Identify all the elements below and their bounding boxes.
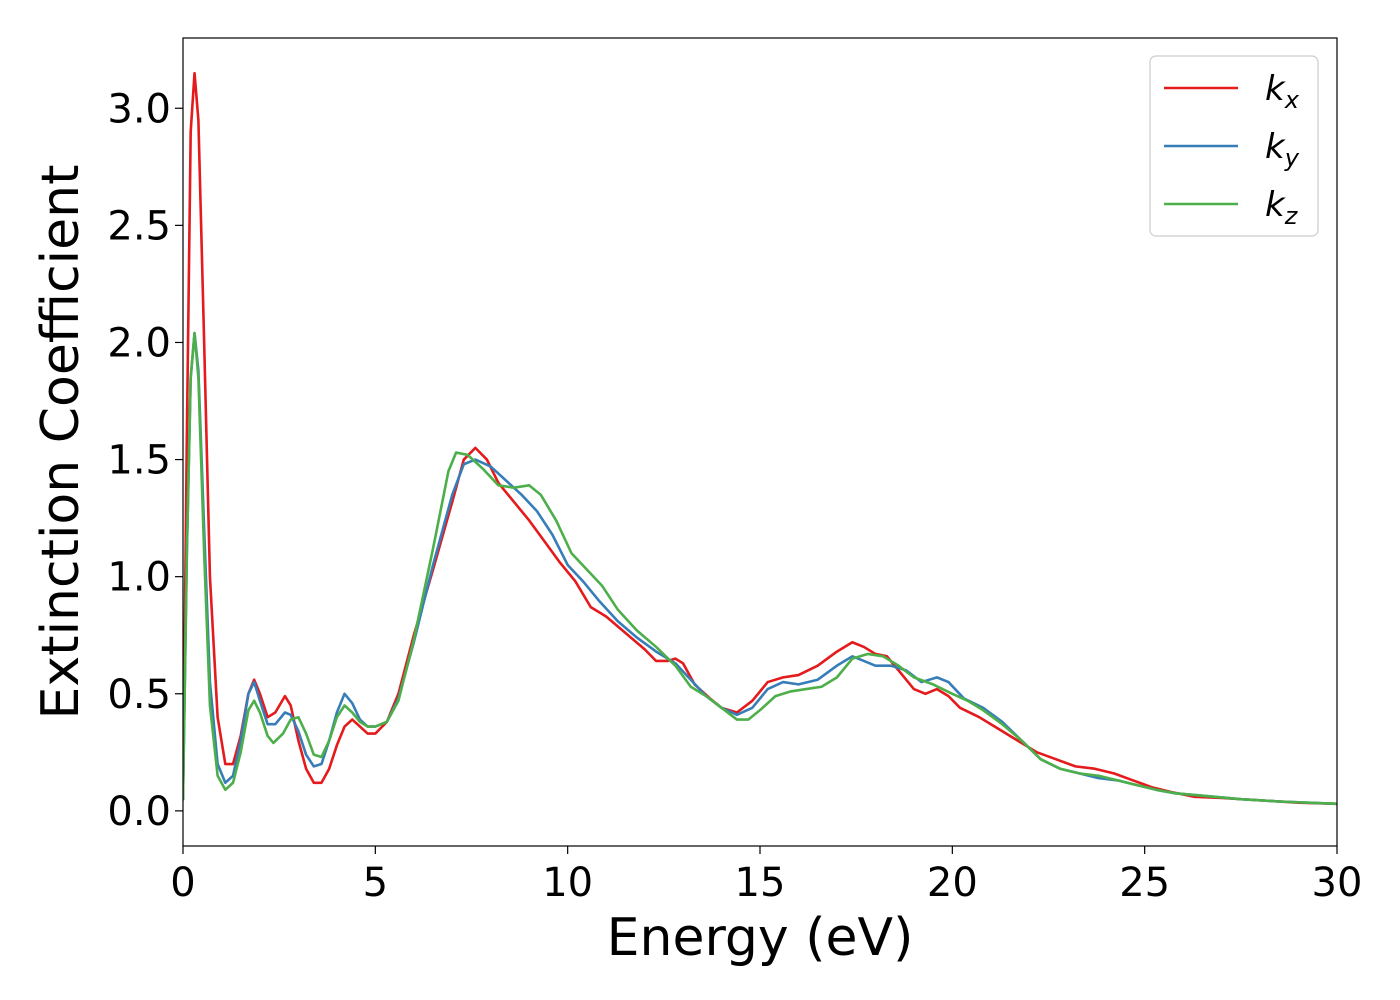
x-axis: 0 5 10 15 20 25 30: [170, 846, 1362, 906]
series-line-kx: [183, 71, 1337, 806]
x-tick-label: 30: [1312, 860, 1363, 906]
x-tick-label: 20: [927, 860, 978, 906]
legend-label-ky: ky: [1265, 127, 1300, 172]
x-tick-label: 10: [542, 860, 593, 906]
y-tick-label: 2.0: [107, 320, 171, 366]
y-tick-label: 2.5: [107, 203, 171, 249]
legend-label-kz: kz: [1265, 185, 1299, 230]
y-axis-label: Extinction Coefficient: [31, 165, 91, 720]
legend: kx ky kz: [1149, 55, 1319, 237]
x-tick-label: 15: [735, 860, 786, 906]
series-line-kz: [183, 331, 1337, 806]
series-line-ky: [183, 331, 1337, 806]
x-tick-label: 25: [1119, 860, 1170, 906]
y-tick-label: 0.0: [107, 789, 171, 835]
x-tick-label: 5: [363, 860, 388, 906]
x-tick-label: 0: [170, 860, 195, 906]
legend-label-kx: kx: [1265, 69, 1300, 114]
y-tick-label: 1.0: [107, 555, 171, 601]
x-axis-label: Energy (eV): [607, 908, 914, 968]
y-tick-label: 0.5: [107, 672, 171, 718]
y-axis: 0.0 0.5 1.0 1.5 2.0 2.5 3.0: [107, 86, 183, 835]
plot-content: [183, 71, 1337, 806]
y-tick-label: 3.0: [107, 86, 171, 132]
y-tick-label: 1.5: [107, 438, 171, 484]
